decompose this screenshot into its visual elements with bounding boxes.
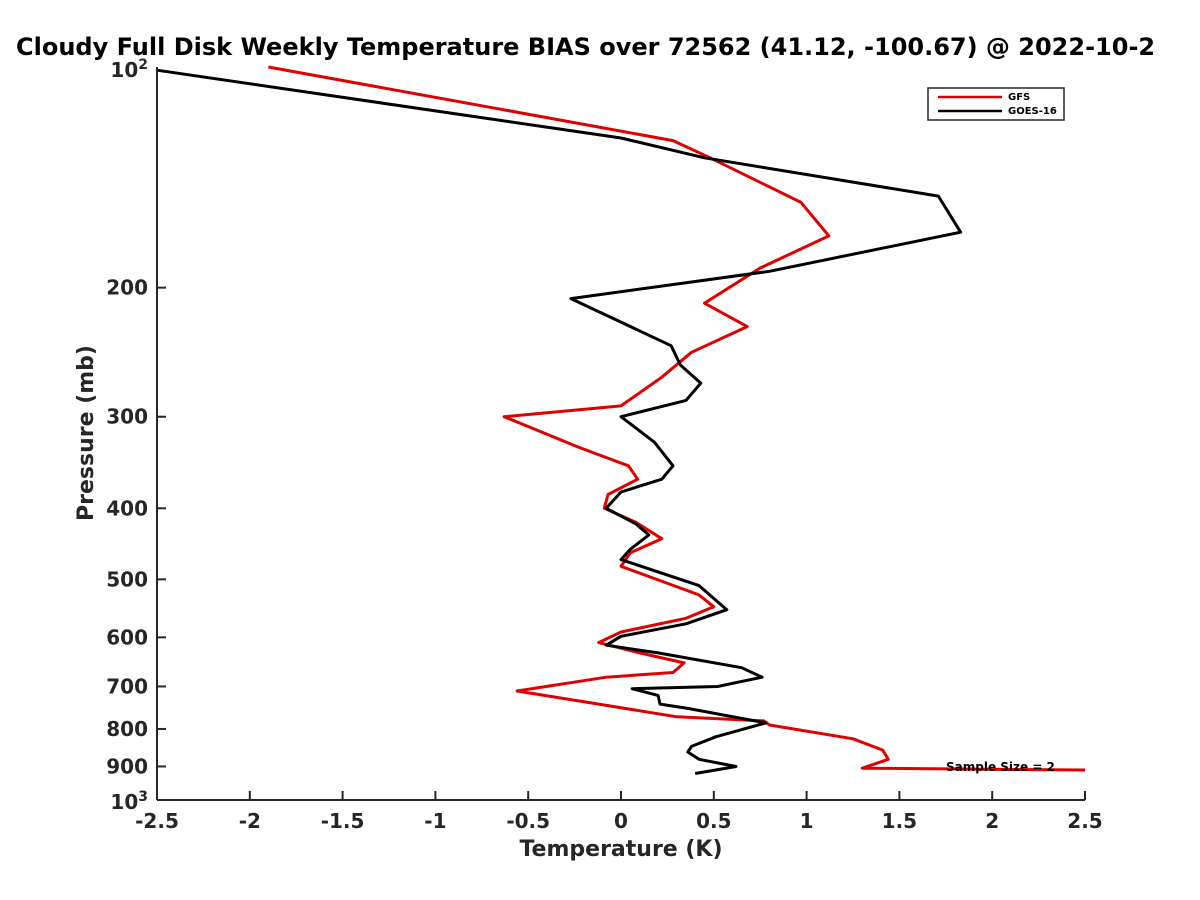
- x-tick-label: -1.5: [321, 809, 365, 833]
- y-tick-label: 700: [106, 674, 148, 698]
- y-tick-label: 300: [106, 405, 148, 429]
- legend-box: [927, 87, 1065, 121]
- y-tick-label: 900: [106, 754, 148, 778]
- y-tick-label: 500: [106, 567, 148, 591]
- legend-label-gfs: GFS: [1008, 92, 1030, 103]
- legend-label-goes16: GOES-16: [1008, 106, 1057, 117]
- x-axis-label: Temperature (K): [519, 837, 722, 862]
- x-tick-label: -2.5: [135, 809, 179, 833]
- x-tick-label: 0.5: [696, 809, 731, 833]
- x-tick-label: 0: [614, 809, 628, 833]
- y-tick-label: 200: [106, 276, 148, 300]
- plot-area: -2.5 -2 -1.5 -1 -0.5 0 0.5 1 1.5 2 2.5 200 300 400 50…: [106, 57, 1102, 833]
- x-tick-label: -2: [239, 809, 261, 833]
- series-layer: [156, 65, 1086, 775]
- chart-title: Cloudy Full Disk Weekly Temperature BIAS…: [16, 33, 1155, 61]
- y-tick-label: 600: [106, 625, 148, 649]
- x-tick-label: -0.5: [506, 809, 550, 833]
- x-tick-label: -1: [424, 809, 446, 833]
- y-axis-label: Pressure (mb): [74, 345, 99, 521]
- x-tick-label: 2.5: [1067, 809, 1102, 833]
- y-tick-label-top: 102: [110, 57, 148, 82]
- x-tick-label: 1: [800, 809, 814, 833]
- y-tick-label: 800: [106, 717, 148, 741]
- x-tick-label: 1.5: [882, 809, 917, 833]
- legend: GFS GOES-16: [927, 87, 1065, 121]
- y-ticks: 200 300 400 500 600 700 800 900 102 103: [106, 57, 166, 814]
- x-tick-label: 2: [985, 809, 999, 833]
- y-tick-label-bottom: 103: [110, 789, 148, 814]
- sample-size-annotation: Sample Size = 2: [946, 760, 1055, 774]
- x-ticks: -2.5 -2 -1.5 -1 -0.5 0 0.5 1 1.5 2 2.5: [135, 791, 1103, 833]
- series-line-gfs: [268, 65, 1086, 772]
- series-line-goes16: [156, 68, 963, 775]
- y-tick-label: 400: [106, 496, 148, 520]
